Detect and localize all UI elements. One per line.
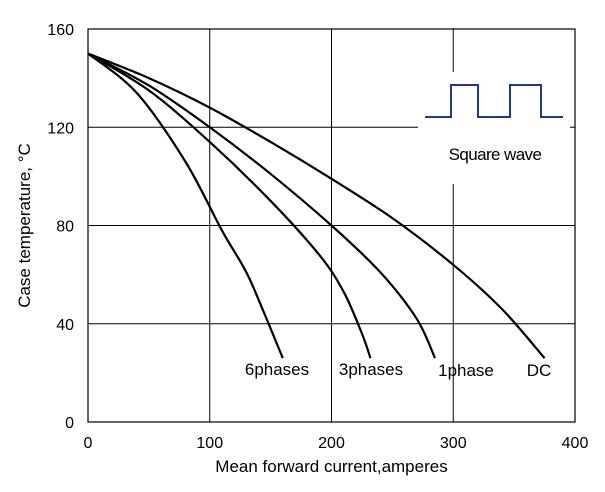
inset-box xyxy=(418,72,570,184)
series-line-1phase xyxy=(87,52,436,359)
square-wave-icon xyxy=(425,84,563,118)
y-axis-ticks: 0 40 80 120 160 xyxy=(47,22,74,432)
x-tick-label-300: 300 xyxy=(440,435,467,452)
y-tick-label-0: 0 xyxy=(65,415,74,432)
x-tick-label-200: 200 xyxy=(318,435,345,452)
y-tick-label-40: 40 xyxy=(56,317,74,334)
series-line-3phases xyxy=(87,52,372,359)
series-label-DC: DC xyxy=(527,361,552,380)
y-tick-label-120: 120 xyxy=(47,120,74,137)
y-tick-label-160: 160 xyxy=(47,22,74,39)
x-axis-title: Mean forward current,amperes xyxy=(215,457,447,476)
y-tick-label-80: 80 xyxy=(56,219,74,236)
x-axis-ticks: 0 100 200 300 400 xyxy=(84,435,589,452)
square-wave-inset: Square wave xyxy=(418,72,570,184)
x-tick-label-400: 400 xyxy=(562,435,589,452)
x-tick-label-100: 100 xyxy=(196,435,223,452)
series-label-1phase: 1phase xyxy=(438,361,494,380)
x-tick-label-0: 0 xyxy=(84,435,93,452)
series-line-6phases xyxy=(87,52,284,359)
series-line-DC xyxy=(87,52,546,359)
series-lines xyxy=(87,52,546,359)
series-label-6phases: 6phases xyxy=(245,360,309,379)
series-labels: 6phases 3phases 1phase DC xyxy=(245,360,551,380)
y-axis-title: Case temperature, °C xyxy=(15,143,34,308)
series-label-3phases: 3phases xyxy=(339,360,403,379)
inset-label: Square wave xyxy=(449,145,542,164)
